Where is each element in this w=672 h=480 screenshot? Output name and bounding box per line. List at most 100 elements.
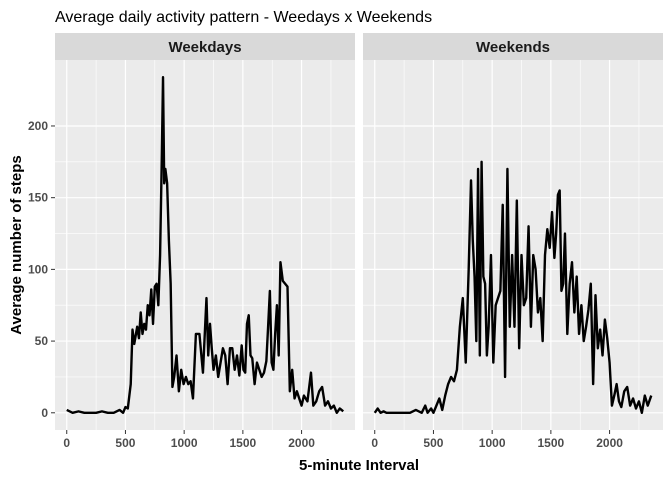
data-point xyxy=(555,232,557,234)
data-point xyxy=(479,354,481,356)
data-point xyxy=(330,407,332,409)
data-point xyxy=(209,323,211,325)
data-point xyxy=(606,337,608,339)
data-point xyxy=(494,304,496,306)
data-point xyxy=(379,412,381,414)
data-point xyxy=(438,397,440,399)
data-point xyxy=(539,297,541,299)
data-point xyxy=(571,261,573,263)
data-point xyxy=(635,407,637,409)
data-point xyxy=(557,194,559,196)
data-point xyxy=(169,283,171,285)
data-point xyxy=(240,344,242,346)
data-point xyxy=(166,182,168,184)
data-point xyxy=(623,390,625,392)
y-tick-label: 150 xyxy=(28,191,48,205)
data-point xyxy=(178,390,180,392)
data-point xyxy=(155,283,157,285)
data-point xyxy=(300,404,302,406)
data-point xyxy=(583,340,585,342)
data-point xyxy=(303,394,305,396)
data-point xyxy=(450,376,452,378)
strip-weekdays xyxy=(55,33,355,60)
data-point xyxy=(321,386,323,388)
data-point xyxy=(638,400,640,402)
data-point xyxy=(154,285,156,287)
data-point xyxy=(189,380,191,382)
data-point xyxy=(391,412,393,414)
y-tick-label: 50 xyxy=(35,334,49,348)
data-point xyxy=(207,354,209,356)
data-point xyxy=(564,232,566,234)
data-point xyxy=(537,311,539,313)
data-point xyxy=(553,257,555,259)
strip-label-weekends: Weekends xyxy=(476,39,550,56)
data-point xyxy=(229,347,231,349)
data-point xyxy=(224,354,226,356)
data-point xyxy=(499,290,501,292)
y-axis: 0 50 100 150 200 xyxy=(28,119,55,420)
data-point xyxy=(511,254,513,256)
data-point xyxy=(336,412,338,414)
data-point xyxy=(233,369,235,371)
data-point xyxy=(157,304,159,306)
data-point xyxy=(286,285,288,287)
x-tick-label: 2000 xyxy=(596,436,623,450)
data-point xyxy=(185,376,187,378)
data-point xyxy=(333,404,335,406)
data-point xyxy=(477,168,479,170)
data-point xyxy=(397,412,399,414)
data-point xyxy=(435,404,437,406)
data-point xyxy=(171,386,173,388)
data-point xyxy=(544,254,546,256)
data-point xyxy=(187,383,189,385)
data-point xyxy=(382,410,384,412)
data-point xyxy=(585,326,587,328)
data-point xyxy=(324,404,326,406)
data-point xyxy=(632,397,634,399)
data-point xyxy=(484,283,486,285)
data-point xyxy=(263,371,265,373)
data-point xyxy=(141,333,143,335)
data-point xyxy=(525,297,527,299)
data-point xyxy=(558,189,560,191)
strip-weekends xyxy=(363,33,663,60)
data-point xyxy=(587,308,589,310)
panel-weekends: Weekends xyxy=(363,33,663,430)
data-point xyxy=(601,354,603,356)
data-point xyxy=(315,400,317,402)
data-point xyxy=(430,407,432,409)
data-point xyxy=(159,254,161,256)
data-point xyxy=(486,354,488,356)
data-point xyxy=(573,311,575,313)
data-point xyxy=(551,211,553,213)
data-point xyxy=(487,326,489,328)
data-point xyxy=(138,337,140,339)
data-point xyxy=(576,275,578,277)
data-point xyxy=(118,409,120,411)
data-point xyxy=(523,304,525,306)
data-point xyxy=(226,383,228,385)
data-point xyxy=(462,297,464,299)
data-point xyxy=(296,390,298,392)
data-point xyxy=(253,383,255,385)
data-point xyxy=(504,376,506,378)
x-tick-label: 2000 xyxy=(288,436,315,450)
data-point xyxy=(293,397,295,399)
x-tick-label: 1000 xyxy=(171,436,198,450)
data-point xyxy=(568,283,570,285)
data-point xyxy=(597,347,599,349)
data-point xyxy=(306,400,308,402)
data-point xyxy=(291,369,293,371)
data-point xyxy=(246,323,248,325)
data-point xyxy=(566,333,568,335)
y-tick-label: 100 xyxy=(28,262,48,276)
data-point xyxy=(342,410,344,412)
data-point xyxy=(150,288,152,290)
data-point xyxy=(101,410,103,412)
data-point xyxy=(145,328,147,330)
data-point xyxy=(136,326,138,328)
data-point xyxy=(618,400,620,402)
data-point xyxy=(548,247,550,249)
data-point xyxy=(444,394,446,396)
